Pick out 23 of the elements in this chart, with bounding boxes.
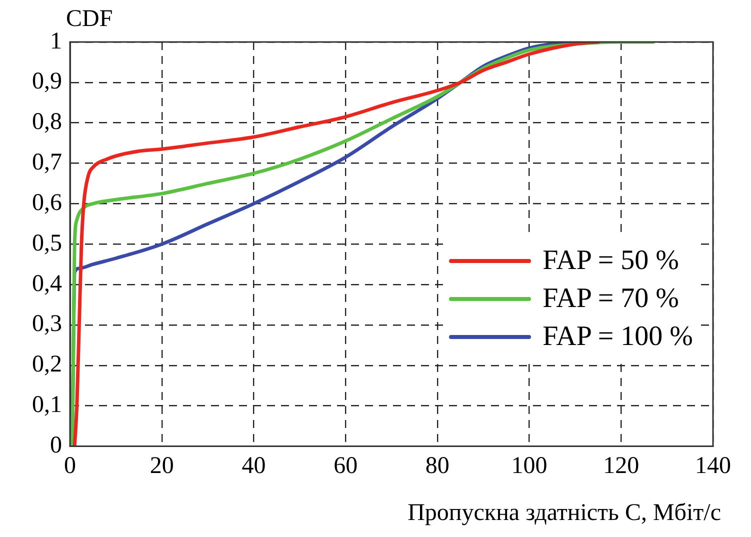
y-tick-label: 1: [50, 28, 62, 54]
x-tick-label: 140: [695, 452, 731, 479]
x-tick-label: 120: [603, 452, 640, 479]
y-tick-label: 0,9: [32, 68, 62, 95]
x-tick-label: 40: [242, 452, 266, 479]
x-tick-label: 60: [334, 452, 358, 479]
y-tick-label: 0,5: [32, 230, 62, 256]
x-tick-label: 100: [511, 452, 548, 479]
y-tick-label: 0,8: [32, 109, 62, 136]
y-tick-label: 0,1: [32, 392, 62, 418]
legend-label: FAP = 70 %: [542, 283, 679, 315]
y-tick-label: 0: [50, 432, 62, 458]
x-tick-label: 20: [150, 452, 174, 479]
y-tick-label: 0,4: [32, 270, 62, 297]
x-tick-label: 80: [425, 452, 450, 479]
y-axis-title: CDF: [66, 6, 113, 33]
x-axis-title: Пропускна здатність C, Мбіт/с: [408, 500, 721, 527]
legend-label: FAP = 100 %: [542, 321, 693, 353]
y-tick-label: 0,6: [32, 190, 62, 216]
y-tick-label: 0,7: [32, 150, 62, 176]
y-tick-label: 0,2: [32, 352, 62, 378]
legend-label: FAP = 50 %: [542, 245, 679, 277]
y-tick-label: 0,3: [32, 311, 62, 338]
